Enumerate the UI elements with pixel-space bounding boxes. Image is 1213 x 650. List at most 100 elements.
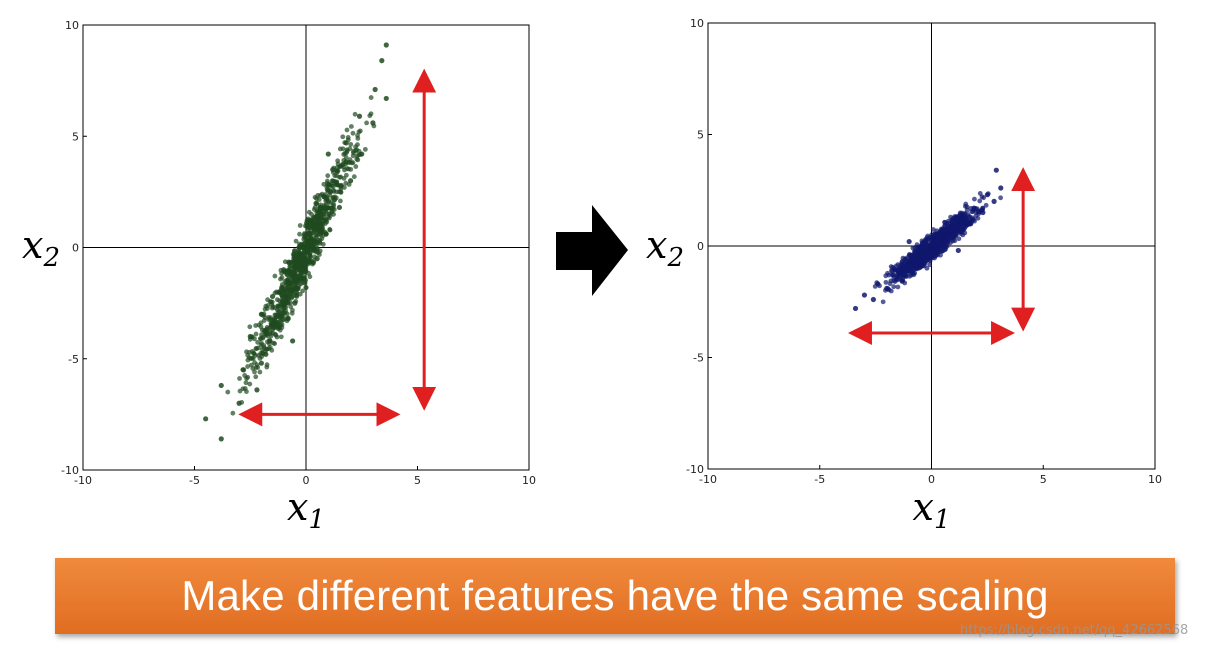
data-point (273, 314, 279, 320)
data-point (952, 214, 958, 219)
data-point (320, 241, 326, 247)
data-point (968, 218, 973, 224)
data-point (353, 164, 359, 169)
data-point (967, 214, 973, 219)
data-point (253, 365, 259, 370)
data-point (340, 134, 346, 140)
data-point (296, 250, 301, 256)
data-point (317, 239, 322, 245)
data-point (902, 260, 908, 266)
data-point (296, 283, 302, 289)
data-point (312, 254, 318, 260)
data-point (297, 243, 303, 248)
data-point (278, 301, 284, 307)
data-point (975, 215, 981, 221)
data-point (364, 120, 369, 126)
data-point (312, 247, 318, 253)
data-point (942, 228, 948, 233)
data-point (326, 211, 332, 217)
data-point (885, 286, 891, 292)
data-point (218, 436, 224, 442)
data-point (305, 248, 310, 254)
data-point (310, 217, 316, 223)
data-point (371, 123, 377, 129)
data-point (265, 306, 270, 311)
data-point (916, 259, 922, 265)
data-point (956, 236, 962, 242)
data-point (240, 367, 246, 373)
data-point (945, 241, 950, 246)
data-point (300, 288, 306, 294)
data-point (316, 197, 322, 202)
x-tick-label: 10 (522, 474, 536, 487)
data-point (883, 279, 889, 285)
data-point (964, 207, 970, 213)
data-point (269, 322, 275, 328)
data-point (949, 218, 955, 224)
data-point (979, 194, 985, 200)
data-point (307, 252, 313, 258)
data-point (947, 229, 953, 235)
data-point (247, 336, 253, 342)
data-point (218, 382, 224, 389)
data-point (963, 201, 969, 207)
data-point (891, 284, 897, 290)
data-point (293, 298, 299, 304)
data-point (344, 127, 350, 133)
data-point (291, 248, 297, 254)
data-point (288, 304, 294, 310)
data-point (297, 223, 303, 228)
data-point (899, 278, 905, 284)
data-point (344, 150, 349, 156)
data-point (332, 197, 338, 203)
data-point (248, 362, 254, 368)
data-point (356, 113, 363, 119)
data-point (321, 211, 326, 217)
data-point (338, 186, 344, 192)
data-point (933, 247, 938, 253)
data-point (906, 238, 912, 245)
data-point (259, 340, 264, 346)
data-point (303, 220, 309, 226)
data-point (267, 331, 273, 337)
y-tick-label: 10 (690, 17, 704, 30)
data-point (888, 264, 894, 269)
data-point (303, 232, 309, 238)
data-point (383, 42, 389, 48)
x-axis-label: x1 (287, 485, 325, 535)
x-tick-label: 0 (928, 473, 935, 486)
data-point (230, 410, 236, 416)
data-point (379, 58, 385, 64)
right-arrow-icon (556, 205, 628, 296)
y-tick-label: 0 (697, 240, 704, 253)
data-point (921, 254, 926, 260)
data-point (923, 236, 928, 242)
data-point (320, 227, 326, 233)
data-point (940, 232, 946, 238)
y-tick-label: 10 (65, 19, 79, 32)
x-axis-label: x1 (913, 485, 951, 535)
data-point (269, 347, 275, 353)
data-point (331, 165, 337, 171)
data-point (283, 316, 289, 322)
data-point (267, 338, 273, 344)
data-point (935, 235, 941, 241)
data-point (325, 151, 331, 157)
x-tick-label: -5 (814, 473, 825, 486)
data-point (343, 172, 349, 178)
x-tick-label: 10 (1148, 473, 1162, 486)
data-point (308, 239, 314, 245)
data-point (333, 181, 339, 186)
data-point (950, 224, 956, 229)
data-point (258, 360, 264, 366)
data-point (946, 234, 952, 240)
data-point (325, 187, 331, 193)
data-point (927, 241, 932, 246)
data-point (279, 322, 285, 328)
data-point (313, 221, 319, 227)
data-point (318, 221, 324, 227)
data-point (302, 280, 308, 286)
data-point (287, 261, 292, 266)
data-point (255, 339, 261, 345)
data-point (345, 137, 351, 143)
